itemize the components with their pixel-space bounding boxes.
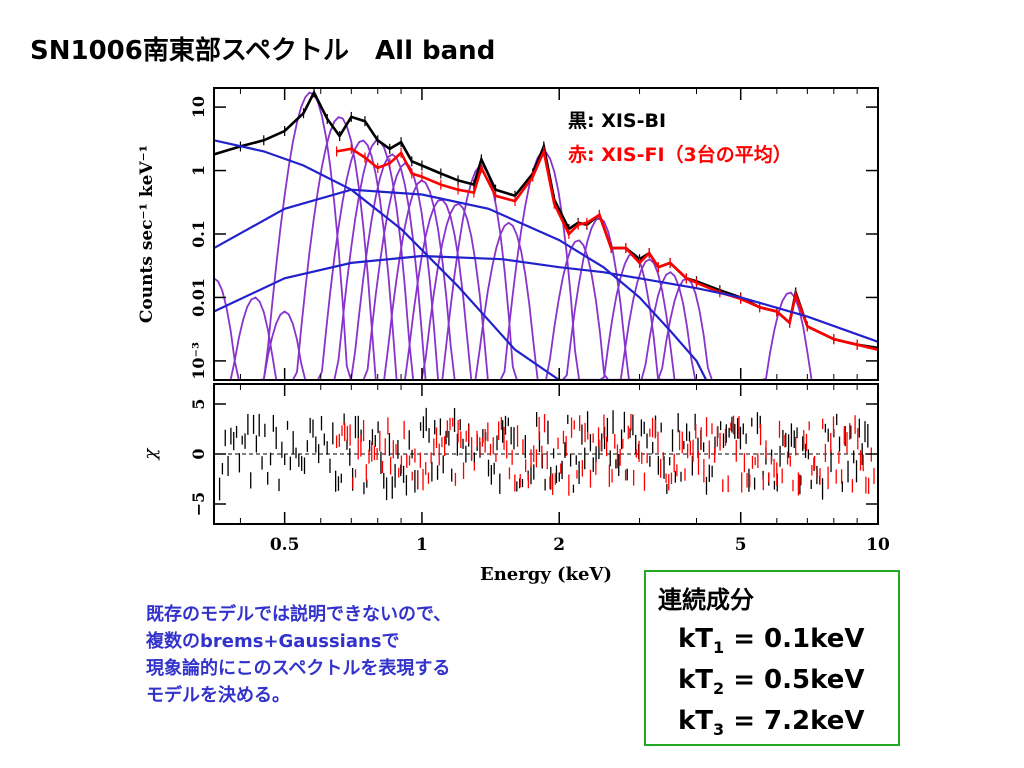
gaussian-line-component bbox=[214, 91, 878, 380]
kt-number: = 0.1keV bbox=[724, 624, 865, 654]
y-tick-label: 10 bbox=[189, 96, 208, 118]
y-axis-label: Counts sec⁻¹ keV⁻¹ bbox=[137, 145, 157, 323]
kt-number: = 7.2keV bbox=[724, 706, 865, 736]
kt-label: kT bbox=[678, 665, 714, 695]
kt-number: = 0.5keV bbox=[724, 665, 865, 695]
gaussian-line-component bbox=[214, 116, 878, 380]
gaussian-line-component bbox=[214, 139, 878, 380]
y-tick-label: 0.01 bbox=[189, 278, 208, 317]
gaussian-line-component bbox=[214, 221, 878, 380]
note-line: 既存のモデルでは説明できないので、 bbox=[146, 604, 452, 625]
kt-label: kT bbox=[678, 706, 714, 736]
y-tick-label: 0.1 bbox=[189, 220, 208, 248]
continuum-components-box: 連続成分 kT1 = 0.1keV kT2 = 0.5keV kT3 = 7.2… bbox=[644, 570, 900, 746]
continuum-component bbox=[214, 188, 708, 380]
chi-tick-label: −5 bbox=[189, 492, 208, 517]
legend-xis-fi: 赤: XIS-FI（3台の平均） bbox=[568, 144, 792, 166]
gaussian-line-component bbox=[214, 139, 878, 380]
gaussian-line-component bbox=[214, 153, 878, 380]
gaussian-line-component bbox=[214, 179, 878, 380]
slide-title: SN1006南東部スペクトル All band bbox=[30, 36, 496, 66]
kt-subscript: 1 bbox=[713, 638, 725, 658]
x-axis-label: Energy (keV) bbox=[480, 564, 612, 585]
continuum-component bbox=[214, 139, 697, 380]
kt-label: kT bbox=[678, 624, 714, 654]
spectrum-series-xis-fi bbox=[336, 147, 878, 351]
gaussian-line-component bbox=[214, 277, 878, 380]
note-line: 現象論的にこのスペクトルを表現する bbox=[146, 658, 451, 679]
chi-tick-label: 5 bbox=[189, 398, 208, 409]
gaussian-line-component bbox=[214, 258, 878, 380]
legend-xis-bi: 黒: XIS-BI bbox=[568, 110, 667, 132]
chi-axis-label: χ bbox=[140, 447, 161, 461]
note-line: 複数のbrems+Gaussiansで bbox=[146, 631, 400, 652]
gaussian-line-component bbox=[214, 271, 878, 380]
gaussian-line-component bbox=[214, 202, 878, 380]
note-line: モデルを決める。 bbox=[146, 685, 290, 706]
chi-tick-label: 0 bbox=[189, 448, 208, 459]
y-tick-label: 10⁻³ bbox=[189, 342, 208, 380]
x-tick-label: 5 bbox=[735, 535, 747, 555]
y-tick-label: 1 bbox=[189, 165, 208, 176]
spectrum-panel bbox=[214, 88, 878, 380]
kt3-value: kT3 = 7.2keV bbox=[678, 706, 864, 739]
explanation-note: 既存のモデルでは説明できないので、 複数のbrems+Gaussiansで 現象… bbox=[146, 601, 451, 709]
residual-panel bbox=[214, 407, 878, 501]
gaussian-line-component bbox=[214, 216, 878, 380]
kt1-value: kT1 = 0.1keV bbox=[678, 624, 864, 657]
continuum-component bbox=[214, 254, 878, 343]
x-tick-label: 1 bbox=[416, 535, 428, 555]
x-tick-label: 2 bbox=[553, 535, 565, 555]
kt-subscript: 3 bbox=[713, 720, 725, 740]
continuum-title: 連続成分 bbox=[658, 586, 754, 614]
x-tick-label: 0.5 bbox=[270, 535, 300, 555]
gaussian-line-component bbox=[214, 277, 878, 380]
chart-axes: 0.5 1 2 5 10 Energy (keV) 10 1 0.1 0.01 10⁻³ Counts… bbox=[137, 87, 890, 585]
kt-subscript: 2 bbox=[713, 679, 725, 699]
kt2-value: kT2 = 0.5keV bbox=[678, 665, 864, 698]
gaussian-line-component bbox=[214, 296, 878, 380]
gaussian-line-component bbox=[214, 165, 878, 380]
x-tick-label: 10 bbox=[866, 535, 890, 555]
gaussian-line-component bbox=[214, 291, 878, 380]
